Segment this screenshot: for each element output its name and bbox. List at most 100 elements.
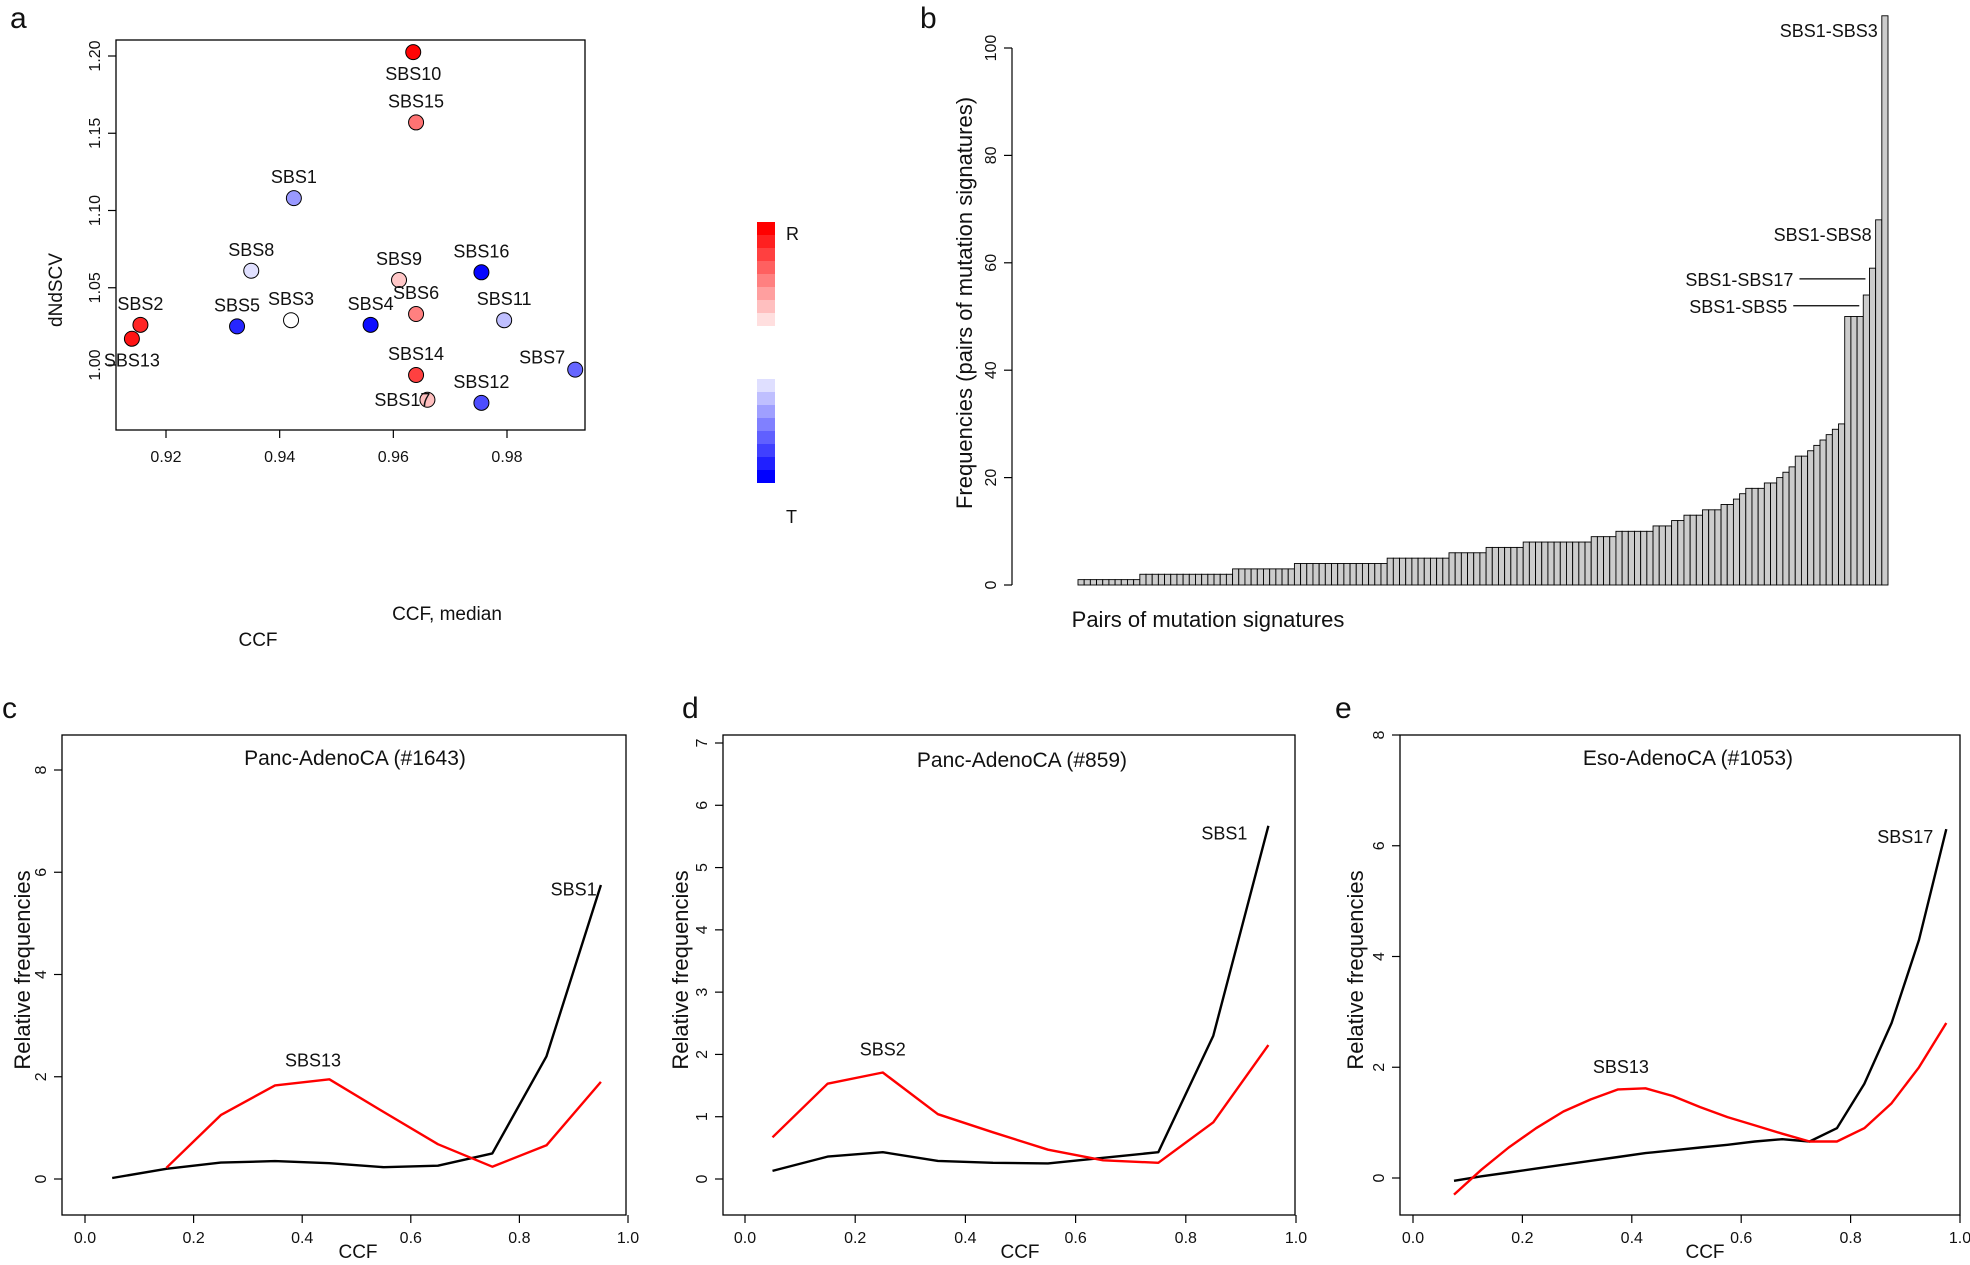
panel-b-bar [1596,536,1605,586]
panel-a-point-label: SBS13 [104,351,160,371]
panel-a-point-label: SBS14 [388,344,444,364]
panel-a-point-label: SBS15 [388,91,444,111]
panel-b-bar [1182,573,1190,586]
panel-a-point-label: SBS7 [519,348,565,368]
panel-b-ytick-label: 20 [983,469,1000,487]
panel-b-ytick-label: 0 [983,580,1000,589]
panel-c-line: Panc-AdenoCA (#1643) CCF Relative freque… [10,734,639,1263]
panel-b-bar [1448,552,1456,586]
panel-b-bar [1751,487,1759,586]
panel-b-bar [1343,563,1351,586]
panel-b-bar [1590,536,1598,586]
panel-b-bar [1244,568,1252,586]
panel-b-bar [1491,546,1499,586]
panel-a-xtick-label: 0.98 [491,449,522,466]
panel-c-xtick-label: 0.2 [182,1230,204,1247]
panel-a-ytick-label: 1.10 [87,195,104,226]
panel-b-bar [1572,541,1580,586]
panel-b-bar [1689,514,1697,586]
panel-a-point [567,361,584,378]
panel-a-ylabel: dNdSCV [46,253,67,327]
panel-b-bar [1800,455,1809,586]
panel-a-point [408,114,425,131]
panel-c-xlabel: CCF [338,1242,377,1263]
panel-b-bar [1510,546,1518,586]
panel-b-bar [1374,563,1382,586]
panel-d-ylabel: Relative frequencies [668,870,693,1069]
panel-b-bar [1151,573,1159,586]
panel-b-bar [1460,552,1468,586]
panel-b-bar [1862,294,1870,586]
panel-d-ytick-label: 5 [694,863,711,872]
panel-b-ytick-label: 80 [983,146,1000,164]
panel-b-bar [1127,579,1135,586]
panel-b-bar [1720,504,1728,586]
panel-letter-b: b [920,2,937,35]
panel-e-xtick-label: 0.8 [1839,1230,1861,1247]
panel-a-legend-swatch-blue [757,457,775,470]
panel-c-ylabel: Relative frequencies [10,870,35,1069]
panel-b-bar [1732,498,1741,586]
panel-b-bar [1844,316,1852,586]
panel-b-bar [1399,557,1407,586]
panel-a-legend-swatch-blue [757,392,775,405]
panel-a-xtick-label: 0.92 [150,449,181,466]
panel-a-legend-swatch-blue [757,431,775,444]
panel-b-bar [1745,487,1753,586]
panel-a-point-label: SBS10 [385,64,441,84]
panel-a-extra-label: CCF [238,630,277,651]
panel-b-bar [1256,568,1264,586]
panel-b-bar [1603,536,1611,586]
panel-b-bar [1219,573,1227,586]
panel-e-ytick-label: 2 [1371,1063,1388,1072]
panel-a-legend-swatch-red [757,313,775,326]
panel-b-bar [1516,546,1524,586]
panel-a-legend-swatch-blue [757,470,775,483]
panel-b-bar [1869,267,1877,586]
panel-b-bar [1559,541,1567,586]
panel-a-point-label: SBS5 [214,295,260,315]
panel-b-bar [1318,563,1326,586]
panel-b-bar [1411,557,1419,586]
panel-d-ytick-label: 2 [694,1050,711,1059]
panel-b-bar [1361,563,1370,586]
panel-a-legend-swatch-blue [757,444,775,457]
panel-a-point [243,262,260,279]
panel-b-bar [1238,568,1246,586]
panel-b-ytick-label: 100 [983,35,1000,62]
panel-b-bar [1201,573,1209,586]
panel-b-bar [1263,568,1271,586]
panel-d-xtick-label: 1.0 [1285,1230,1307,1247]
panel-b-bar [1658,525,1666,586]
panel-b-xlabel: Pairs of mutation signatures [1072,607,1345,632]
panel-a-point-label: SBS16 [453,241,509,261]
panel-d-plot-frame [722,734,1296,1216]
panel-b-bar [1739,493,1747,586]
panel-b-bar [1077,579,1085,586]
panel-a-xtick-label: 0.94 [264,449,295,466]
panel-a-point [362,316,379,333]
panel-b-bar [1813,444,1821,586]
panel-b-bar [1331,563,1339,586]
panel-b-bar [1417,557,1425,586]
panel-a-point [496,312,513,329]
panel-b-bar [1349,563,1357,586]
panel-b-bar [1164,573,1172,586]
panel-a-legend-swatch-red [757,248,775,261]
panel-d-ytick-label: 4 [694,925,711,934]
panel-b-bar [1306,563,1314,586]
panel-a-point [405,44,422,61]
panel-e-xtick-label: 0.4 [1621,1230,1643,1247]
panel-b-bar [1553,541,1561,586]
panel-e-ytick-label: 4 [1371,952,1388,961]
panel-b-bar [1337,563,1345,586]
panel-a-legend-swatch-red [757,274,775,287]
panel-e-ylabel: Relative frequencies [1343,870,1368,1069]
panel-a-legend-swatch-red [757,300,775,313]
panel-b-bar [1485,546,1493,586]
panel-b-bar [1287,568,1295,586]
panel-b-bar [1640,530,1648,586]
panel-c-xtick-label: 1.0 [617,1230,639,1247]
panel-b-bar [1578,541,1586,586]
panel-a-point [391,272,408,289]
